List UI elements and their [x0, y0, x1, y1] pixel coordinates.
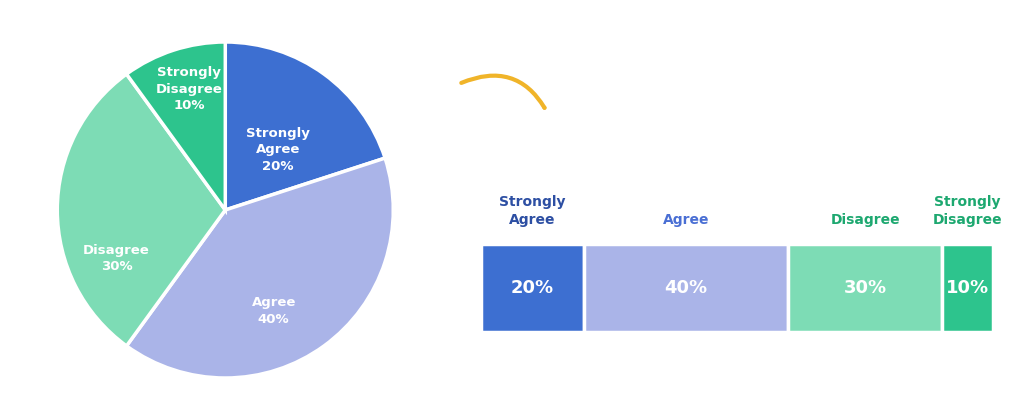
FancyBboxPatch shape	[942, 244, 993, 332]
Text: 20%: 20%	[511, 279, 554, 297]
Wedge shape	[57, 74, 225, 346]
Text: Disagree: Disagree	[830, 213, 900, 227]
Text: 30%: 30%	[844, 279, 887, 297]
Text: Strongly
Disagree: Strongly Disagree	[933, 195, 1002, 227]
Wedge shape	[127, 42, 225, 210]
Text: Strongly
Disagree
10%: Strongly Disagree 10%	[156, 66, 222, 112]
FancyBboxPatch shape	[788, 244, 942, 332]
Wedge shape	[127, 158, 393, 378]
FancyBboxPatch shape	[584, 244, 788, 332]
Text: Agree
40%: Agree 40%	[252, 296, 296, 326]
Text: 10%: 10%	[946, 279, 989, 297]
Text: Strongly
Agree: Strongly Agree	[500, 195, 565, 227]
FancyArrowPatch shape	[461, 76, 545, 108]
Text: 40%: 40%	[665, 279, 708, 297]
Wedge shape	[225, 42, 385, 210]
FancyBboxPatch shape	[481, 244, 584, 332]
Text: Strongly
Agree
20%: Strongly Agree 20%	[246, 126, 309, 173]
Text: Disagree
30%: Disagree 30%	[83, 244, 150, 273]
Text: Agree: Agree	[663, 213, 710, 227]
